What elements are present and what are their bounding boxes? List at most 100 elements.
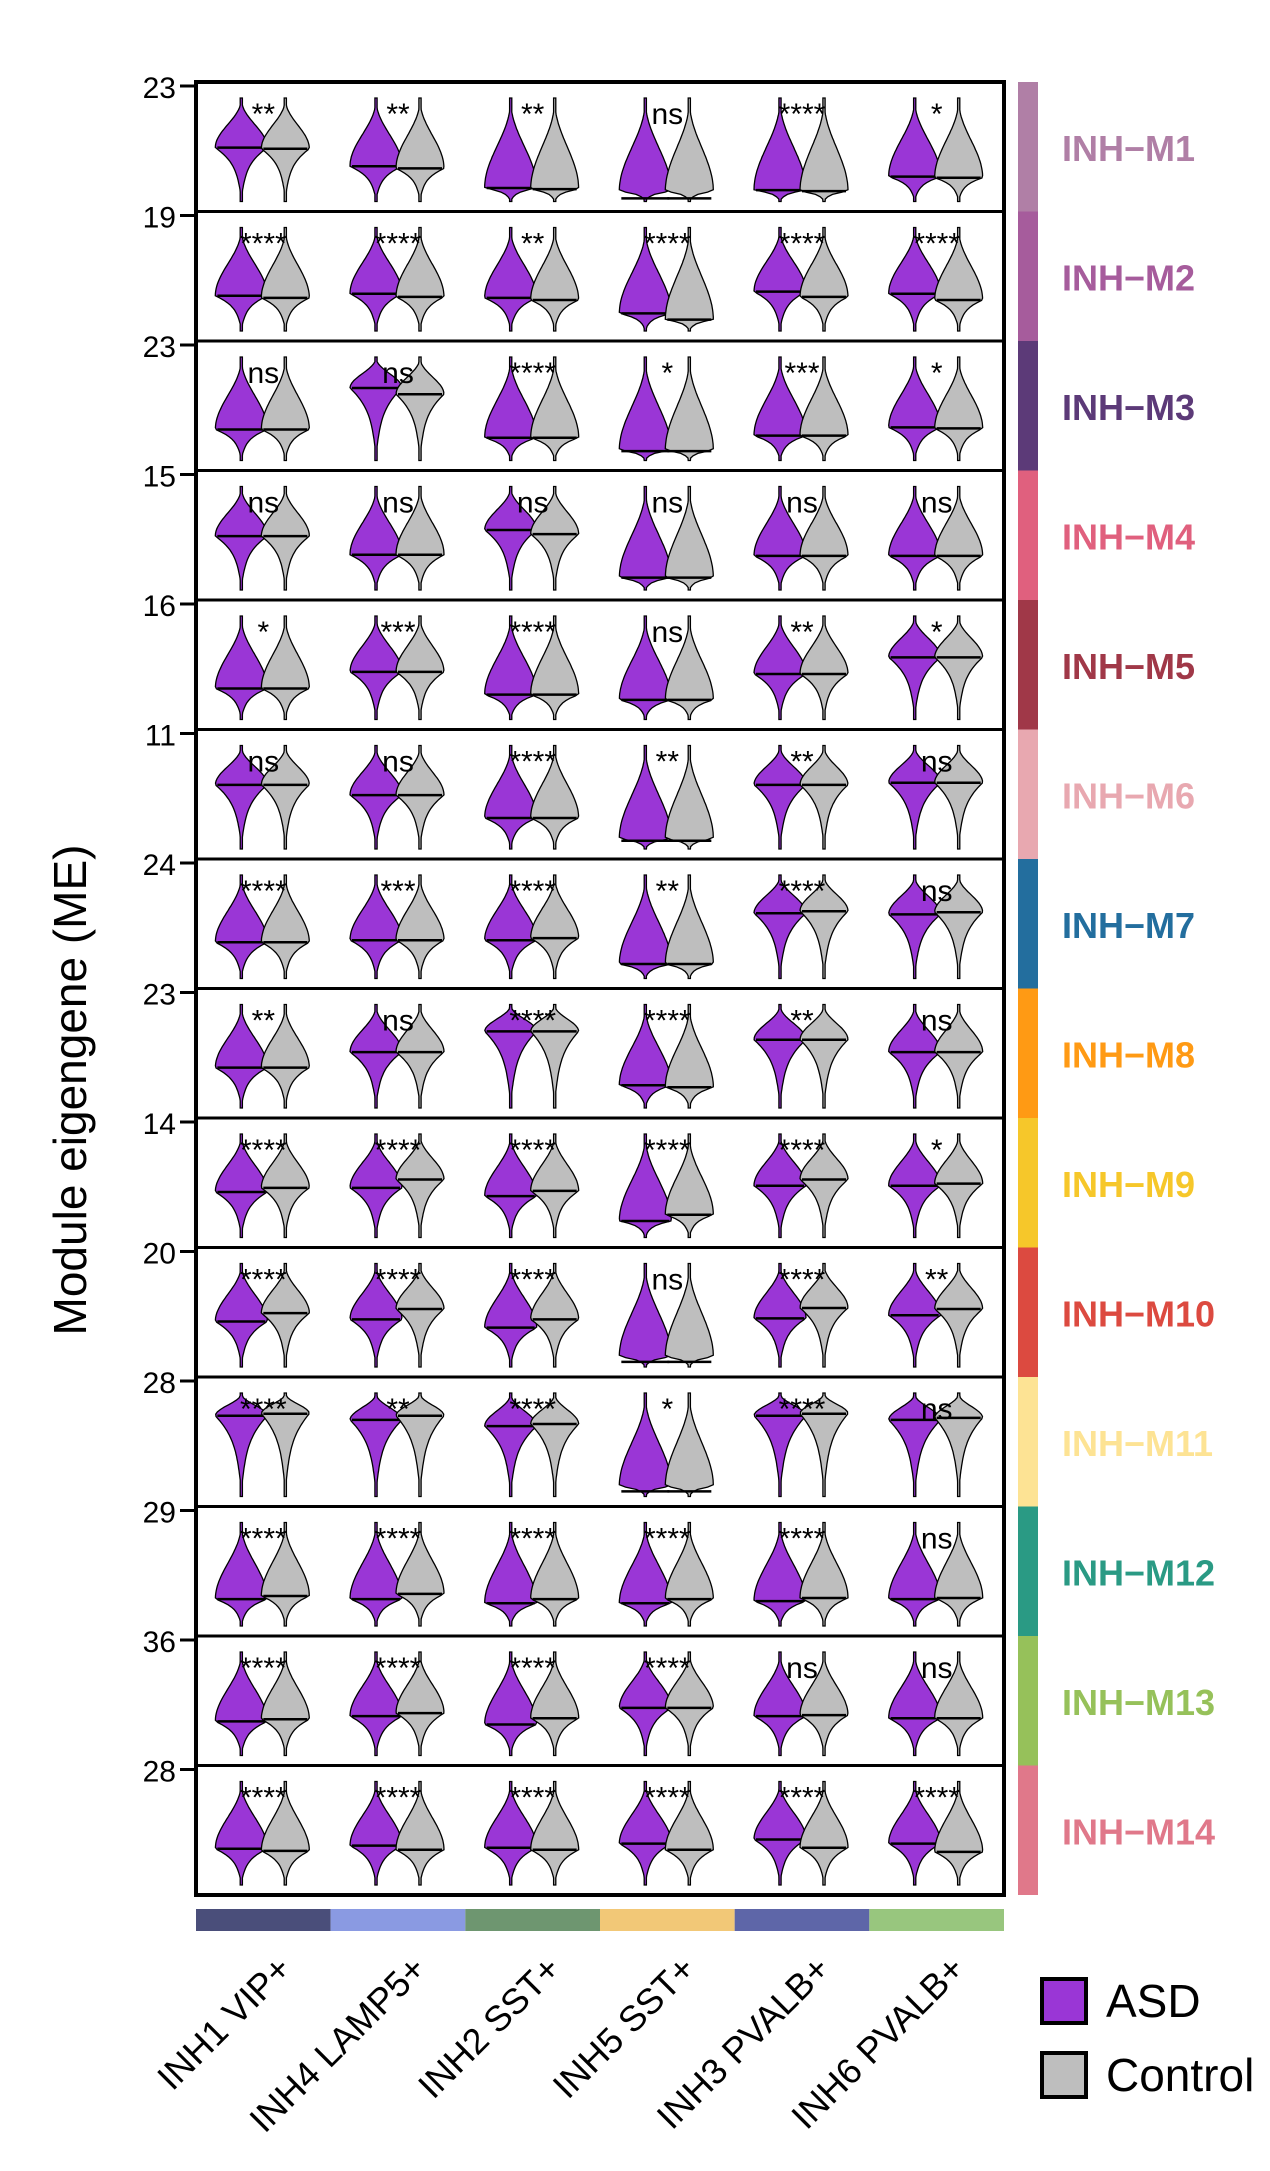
violin-asd-inh4-lamp5 <box>349 1651 403 1757</box>
violin-control-inh5-sst <box>664 1392 714 1498</box>
significance-label: ns <box>247 746 279 779</box>
violin-asd-inh5-sst <box>618 1133 672 1239</box>
violin-control-inh3-pvalb <box>799 1262 849 1368</box>
violin-control-inh4-lamp5 <box>395 1651 445 1757</box>
y-axis-label: Module eigengene (ME) <box>44 845 96 1336</box>
significance-label: ns <box>382 487 414 520</box>
violin-control-inh4-lamp5 <box>395 874 445 980</box>
category-bar-inh4-lamp5 <box>330 1909 466 1931</box>
significance-label: ns <box>382 357 414 390</box>
violin-asd-inh5-sst <box>618 744 672 850</box>
module-label-inh-m13: INH−M13 <box>1062 1682 1215 1723</box>
violin-control-inh5-sst <box>664 874 714 980</box>
category-color-bar <box>196 1909 1004 1931</box>
y-tick-label: 19 <box>143 202 176 235</box>
violin-control-inh4-lamp5 <box>395 485 445 591</box>
y-tick-label: 28 <box>143 1756 176 1789</box>
module-label-inh-m1: INH−M1 <box>1062 128 1195 169</box>
significance-label: ns <box>651 616 683 649</box>
violin-control-inh6-pvalb <box>934 744 984 850</box>
violin-control-inh5-sst <box>664 1133 714 1239</box>
violin-control-inh5-sst <box>664 1262 714 1368</box>
violin-control-inh5-sst <box>664 1651 714 1757</box>
significance-label: **** <box>779 228 826 261</box>
significance-label: **** <box>913 1782 960 1815</box>
violin-control-inh6-pvalb <box>934 1521 984 1627</box>
significance-label: ns <box>921 875 953 908</box>
violin-asd-inh4-lamp5 <box>349 1262 403 1368</box>
violin-control-inh1-vip <box>260 1133 310 1239</box>
significance-label: **** <box>375 228 422 261</box>
violin-control-inh4-lamp5 <box>395 1392 445 1498</box>
violin-asd-inh1-vip <box>214 485 268 591</box>
violin-asd-inh5-sst <box>618 1262 672 1368</box>
module-label-inh-m10: INH−M10 <box>1062 1293 1215 1334</box>
significance-label: **** <box>509 1393 556 1426</box>
violin-asd-inh5-sst <box>618 1003 672 1109</box>
violin-asd-inh4-lamp5 <box>349 744 403 850</box>
violin-control-inh1-vip <box>260 615 310 721</box>
significance-label: **** <box>240 1264 287 1297</box>
significance-label: **** <box>509 1523 556 1556</box>
significance-label: **** <box>644 228 691 261</box>
violin-asd-inh1-vip <box>214 356 268 462</box>
significance-label: **** <box>644 1134 691 1167</box>
significance-label: **** <box>375 1134 422 1167</box>
violin-control-inh2-sst <box>530 356 580 462</box>
category-bar-inh6-pvalb <box>869 1909 1004 1931</box>
violin-asd-inh3-pvalb <box>753 1780 807 1886</box>
significance-label: ns <box>786 1652 818 1685</box>
module-strip-inh-m6 <box>1018 729 1038 859</box>
significance-label: ** <box>925 1264 949 1297</box>
violin-asd-inh5-sst <box>618 615 672 721</box>
panel-inh-m12: 29 **** **** **** **** **** ns <box>143 1497 1004 1637</box>
violin-asd-inh5-sst <box>618 1651 672 1757</box>
significance-label: ** <box>386 98 410 131</box>
violin-control-inh2-sst <box>530 1651 580 1757</box>
significance-label: ns <box>921 1005 953 1038</box>
violin-asd-inh4-lamp5 <box>349 1003 403 1109</box>
violin-control-inh4-lamp5 <box>395 356 445 462</box>
violin-asd-inh5-sst <box>618 226 672 332</box>
category-bar-inh1-vip <box>196 1909 331 1931</box>
violin-asd-inh4-lamp5 <box>349 226 403 332</box>
violin-asd-inh5-sst <box>618 485 672 591</box>
significance-label: ** <box>521 228 545 261</box>
violin-asd-inh2-sst <box>484 485 538 591</box>
violin-control-inh1-vip <box>260 874 310 980</box>
violin-asd-inh2-sst <box>484 874 538 980</box>
module-strips: INH−M1 INH−M2 INH−M3 INH−M4 INH−M5 INH−M6 INH−… <box>1018 82 1215 1895</box>
panel-inh-m13: 36 **** **** **** **** ns ns <box>143 1626 1004 1767</box>
significance-label: * <box>661 1393 673 1426</box>
significance-label: **** <box>509 875 556 908</box>
module-strip-inh-m10 <box>1018 1247 1038 1377</box>
violin-control-inh3-pvalb <box>799 744 849 850</box>
significance-label: ns <box>921 1523 953 1556</box>
violin-control-inh6-pvalb <box>934 615 984 721</box>
significance-label: **** <box>375 1782 422 1815</box>
significance-label: ns <box>382 746 414 779</box>
violin-asd-inh2-sst <box>484 1651 538 1757</box>
significance-label: ** <box>386 1393 410 1426</box>
violin-control-inh4-lamp5 <box>395 615 445 721</box>
violin-control-inh6-pvalb <box>934 1780 984 1886</box>
violin-control-inh5-sst <box>664 226 714 332</box>
violin-control-inh1-vip <box>260 485 310 591</box>
violin-control-inh6-pvalb <box>934 1651 984 1757</box>
violin-control-inh5-sst <box>664 1003 714 1109</box>
violin-asd-inh2-sst <box>484 97 538 203</box>
module-strip-inh-m5 <box>1018 600 1038 730</box>
violin-asd-inh3-pvalb <box>753 226 807 332</box>
violin-control-inh3-pvalb <box>799 1133 849 1239</box>
significance-label: ns <box>247 487 279 520</box>
panel-inh-m1: 23** ** ** ns **** * <box>143 72 984 213</box>
module-strip-inh-m11 <box>1018 1377 1038 1507</box>
y-tick-label: 23 <box>143 979 176 1012</box>
significance-label: ns <box>921 746 953 779</box>
violin-control-inh4-lamp5 <box>395 1780 445 1886</box>
module-label-inh-m11: INH−M11 <box>1062 1423 1213 1464</box>
panel-inh-m11: 28**** ** **** * **** ns <box>143 1367 1004 1508</box>
violin-control-inh6-pvalb <box>934 874 984 980</box>
significance-label: ** <box>790 616 814 649</box>
